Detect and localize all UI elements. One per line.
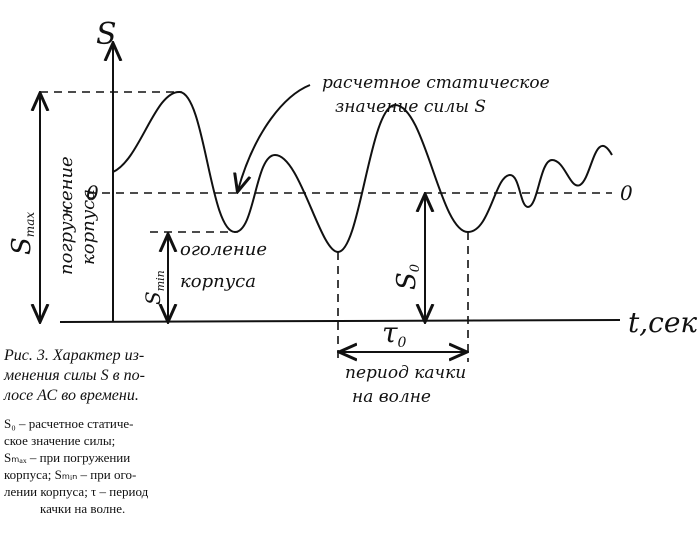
submersion-label: погружение корпуса bbox=[56, 151, 99, 275]
annotation: расчетное статическое значение силы S bbox=[322, 73, 555, 117]
t-axis bbox=[59, 319, 621, 323]
caption-text: S₀ – расчетное статиче- ское значение си… bbox=[4, 416, 151, 516]
annotation-arrow bbox=[238, 84, 311, 190]
t-axis-label: t,сек bbox=[628, 306, 697, 339]
s-axis-label: S bbox=[96, 17, 117, 52]
s0-label: S0 bbox=[392, 264, 423, 290]
tau-label: τ0 bbox=[382, 316, 407, 351]
smax-label: Smax bbox=[7, 212, 37, 255]
zero-label: 0 bbox=[86, 181, 99, 205]
smin-label: Smin bbox=[141, 270, 167, 305]
zero-label: 0 bbox=[620, 181, 633, 205]
caption-title: Рис. 3. Характер из- менения силы S в по… bbox=[3, 347, 149, 404]
emersion-label: оголение корпуса bbox=[180, 239, 273, 292]
period-label: период качки на волне bbox=[345, 363, 472, 407]
force-curve bbox=[112, 90, 613, 254]
